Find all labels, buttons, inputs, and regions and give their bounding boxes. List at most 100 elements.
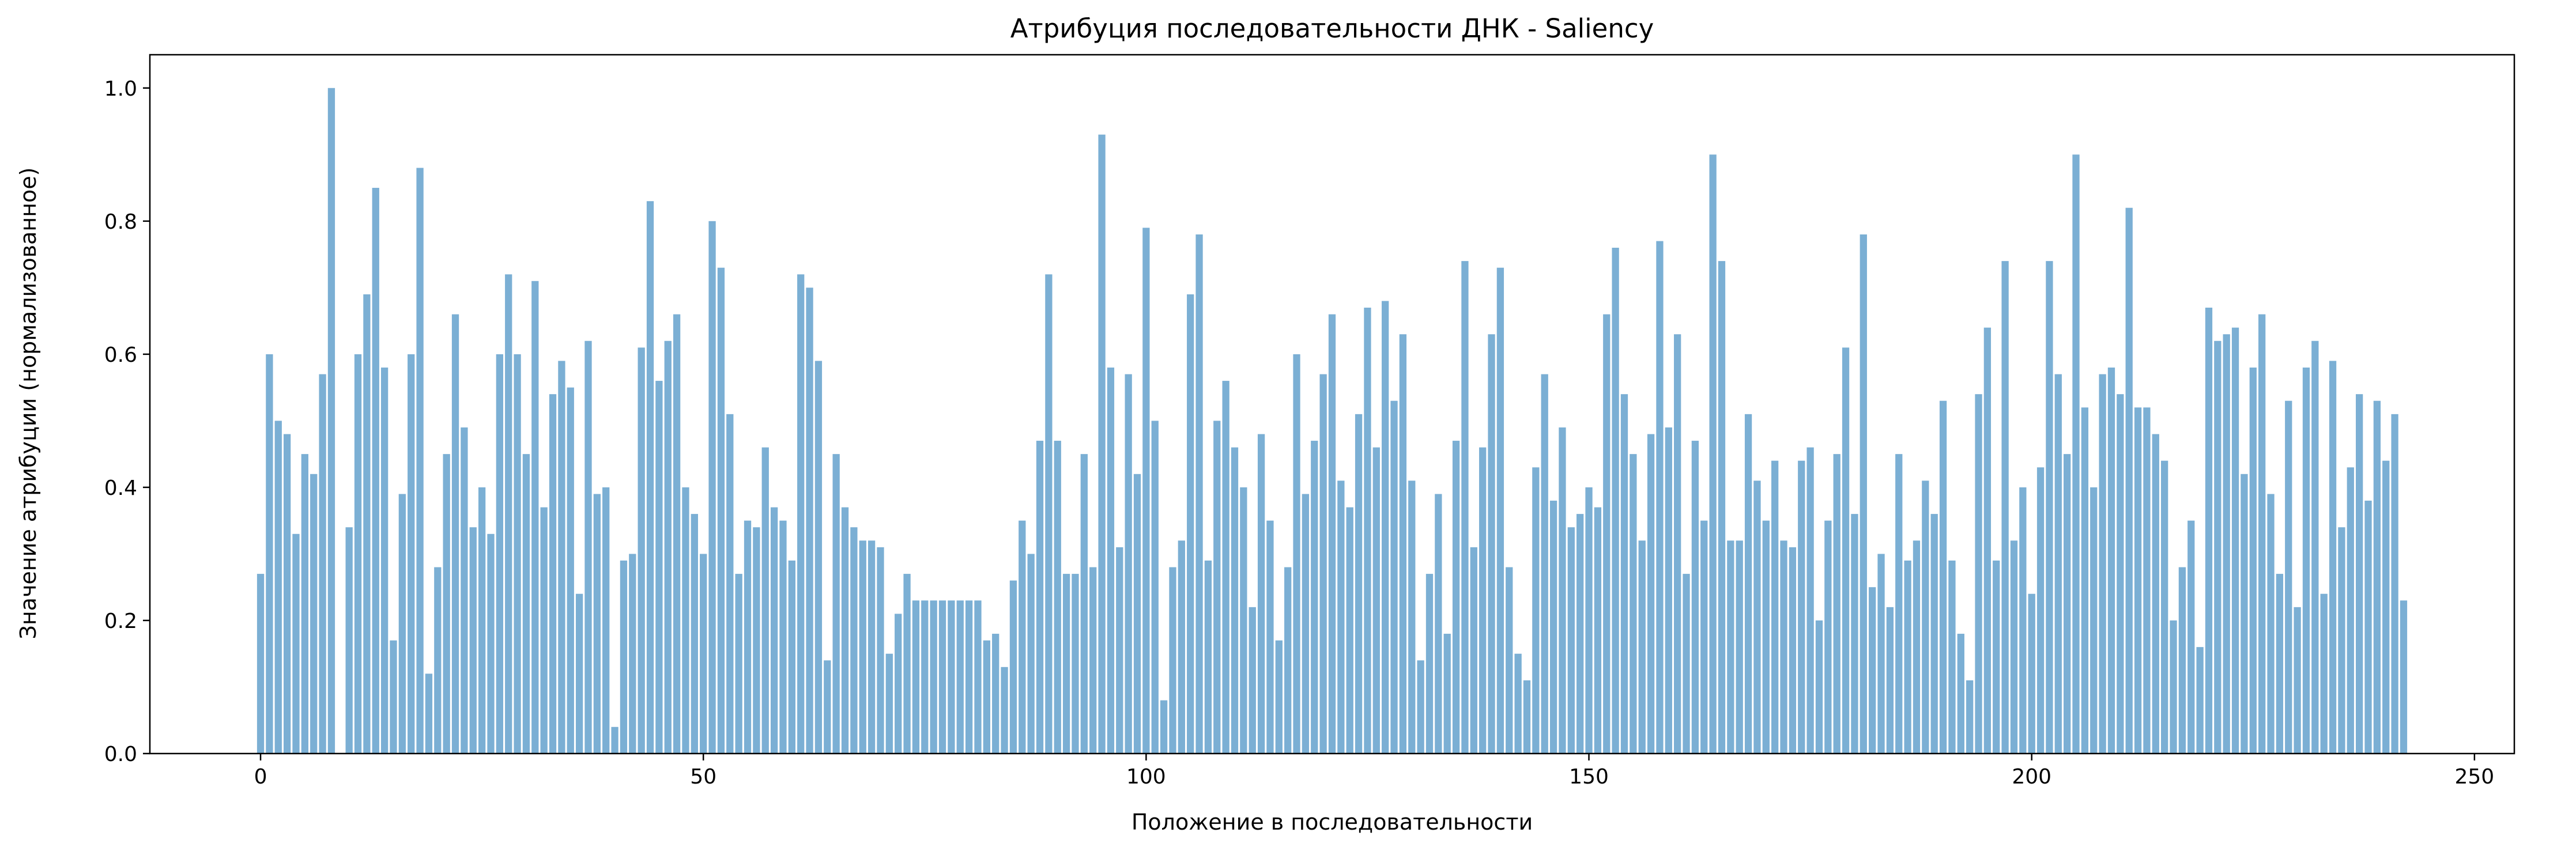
bar (2356, 394, 2363, 754)
bar (1798, 460, 1805, 754)
bar (814, 361, 823, 754)
bar (1319, 374, 1327, 754)
bar (1372, 447, 1380, 754)
y-tick-label: 0.8 (104, 210, 137, 234)
bar (1479, 447, 1487, 754)
bar (2241, 474, 2248, 754)
bar (1470, 547, 1477, 754)
bar (1169, 567, 1176, 754)
bar (531, 281, 539, 754)
bar (1355, 414, 1363, 754)
bar (1886, 607, 1894, 754)
bar (2249, 367, 2257, 754)
bar (584, 340, 592, 754)
bar (274, 421, 282, 754)
bar (461, 427, 468, 754)
bar (1815, 620, 1823, 754)
bar (2400, 600, 2408, 754)
y-tick-label: 0.0 (104, 743, 137, 766)
bar (1160, 700, 1168, 754)
bar (345, 527, 353, 754)
bar (1045, 274, 1053, 754)
x-tick-label: 150 (1569, 765, 1609, 789)
bar (1054, 441, 1061, 754)
bar (2064, 454, 2071, 754)
bar (1116, 547, 1123, 754)
bar (1382, 301, 1389, 754)
bar (1098, 134, 1106, 754)
bar (770, 507, 778, 754)
bar (1975, 394, 1982, 754)
bar (434, 567, 442, 754)
bar (2046, 261, 2053, 754)
bar (2178, 567, 2186, 754)
bar (1257, 434, 1265, 754)
bar (1780, 540, 1787, 754)
y-tick-label: 0.2 (104, 610, 137, 633)
bar (2329, 361, 2337, 754)
bar (1930, 514, 1938, 754)
bar (1195, 234, 1203, 754)
bars-group (257, 88, 2408, 754)
bar (1231, 447, 1239, 754)
bar (1425, 574, 1434, 754)
bar (1869, 587, 1876, 754)
bar (726, 414, 734, 754)
bar (1993, 560, 2000, 754)
bar (1630, 454, 1637, 754)
bar (301, 454, 308, 754)
bar (1133, 474, 1141, 754)
bar (1027, 554, 1035, 754)
bar (1284, 567, 1292, 754)
bar (2338, 527, 2345, 754)
bar (930, 600, 937, 754)
bar (735, 574, 742, 754)
bar (1913, 540, 1921, 754)
bar (487, 533, 495, 754)
bar (1062, 574, 1070, 754)
bar (1674, 334, 1681, 754)
bar (1922, 480, 1929, 754)
bar (1638, 540, 1646, 754)
bar (2072, 154, 2080, 754)
bar (2187, 520, 2195, 754)
bar (1842, 347, 1850, 754)
bar (2099, 374, 2106, 754)
bar (1213, 421, 1221, 754)
bar (717, 267, 725, 754)
bar (425, 673, 433, 754)
bar (1001, 667, 1008, 754)
bar (1771, 460, 1779, 754)
bar (1753, 480, 1761, 754)
bar (1851, 514, 1858, 754)
bar (1142, 228, 1150, 754)
y-tick-label: 0.4 (104, 476, 137, 500)
bar (283, 434, 291, 754)
bar (1806, 447, 1814, 754)
x-axis-label: Положение в последовательности (1132, 809, 1533, 835)
bar (1718, 261, 1726, 754)
bar (868, 540, 876, 754)
bar (1036, 441, 1044, 754)
bar (1514, 653, 1522, 754)
bar (1178, 540, 1185, 754)
bar (877, 547, 884, 754)
bar (478, 487, 486, 754)
bar (2090, 487, 2098, 754)
bar (638, 347, 645, 754)
bar (1240, 487, 1247, 754)
bar (664, 340, 672, 754)
bar (1691, 441, 1699, 754)
bar (522, 454, 530, 754)
bar (514, 354, 521, 754)
bar (2134, 407, 2142, 754)
bar (2054, 374, 2062, 754)
bar (1443, 634, 1451, 754)
bar (1496, 267, 1504, 754)
bar (1620, 394, 1628, 754)
bar (761, 447, 769, 754)
bar (1567, 527, 1575, 754)
bar (965, 600, 973, 754)
bar (2267, 494, 2275, 754)
bar (2231, 327, 2239, 754)
